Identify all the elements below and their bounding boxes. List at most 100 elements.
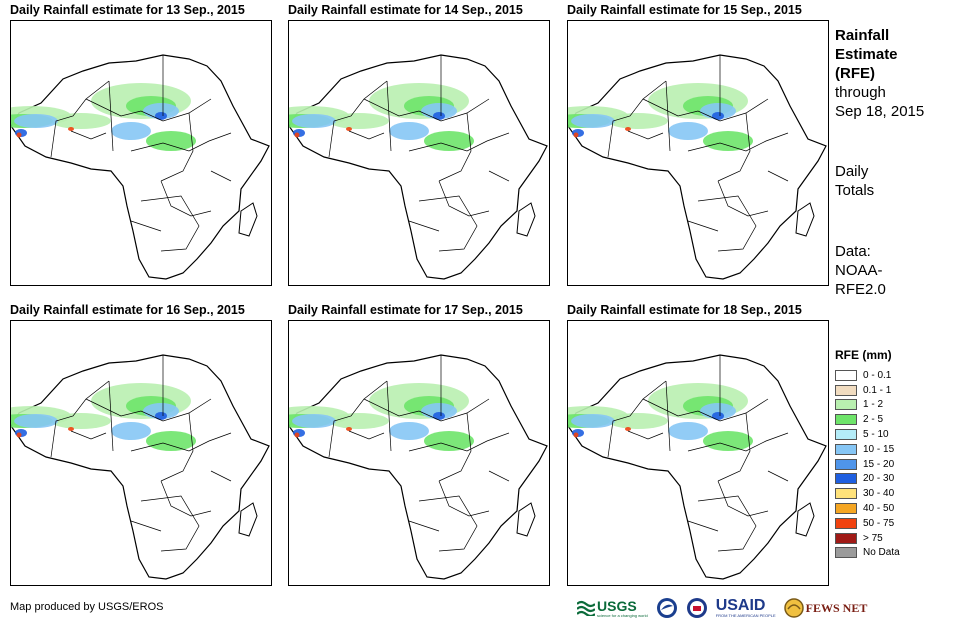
country-border <box>665 380 671 452</box>
legend-row: 30 - 40 <box>835 486 955 501</box>
rainfall-area <box>608 413 668 429</box>
legend-row: 15 - 20 <box>835 457 955 472</box>
legend-label: 10 - 15 <box>863 443 895 455</box>
legend-row: 0 - 0.1 <box>835 368 955 383</box>
rainfall-area <box>573 432 579 438</box>
country-border <box>363 98 490 122</box>
africa-outline <box>568 354 827 580</box>
map-panel: Daily Rainfall estimate for 15 Sep., 201… <box>567 2 829 288</box>
africa-outline <box>289 354 548 580</box>
country-border <box>717 112 751 182</box>
country-border <box>160 180 212 217</box>
country-border <box>717 412 751 482</box>
rainfall-area <box>292 114 336 128</box>
country-border <box>160 112 194 182</box>
country-border <box>130 220 162 232</box>
through-date: Sep 18, 2015 <box>835 103 925 120</box>
madagascar-outline <box>238 202 258 237</box>
legend-row: 0.1 - 1 <box>835 383 955 398</box>
africa-outline <box>568 54 827 280</box>
rainfall-area <box>668 422 708 440</box>
usaid-tagline: FROM THE AMERICAN PEOPLE <box>715 613 776 618</box>
country-border <box>438 112 472 182</box>
totals-line: Totals <box>835 182 875 199</box>
legend-swatch <box>835 503 857 515</box>
country-border <box>70 130 107 140</box>
map-panel: Daily Rainfall estimate for 14 Sep., 201… <box>288 2 550 288</box>
legend-label: > 75 <box>863 532 883 544</box>
product-title-line: (RFE) <box>835 65 875 82</box>
rainfall-map <box>288 320 550 586</box>
country-border <box>85 98 212 122</box>
country-border <box>140 495 200 552</box>
rainfall-area <box>346 427 352 431</box>
panel-title: Daily Rainfall estimate for 13 Sep., 201… <box>10 3 245 17</box>
rainfall-area <box>433 112 445 120</box>
map-panel: Daily Rainfall estimate for 18 Sep., 201… <box>567 302 829 588</box>
country-border <box>665 80 671 152</box>
legend-label: 50 - 75 <box>863 517 895 529</box>
legend-items: 0 - 0.1 0.1 - 1 1 - 2 2 - 5 5 - 10 10 - 15 15 … <box>835 368 955 560</box>
legend-row: 40 - 50 <box>835 501 955 516</box>
legend-title: RFE (mm) <box>835 348 892 362</box>
rainfall-area <box>16 432 22 438</box>
usgs-wave-icon <box>577 600 595 616</box>
africa-outline <box>11 54 270 280</box>
rainfall-area <box>155 412 167 420</box>
country-border <box>348 130 385 140</box>
rainfall-area <box>51 413 111 429</box>
fewsnet-emblem-icon <box>783 598 804 618</box>
rfe-legend: RFE (mm) 0 - 0.1 0.1 - 1 1 - 2 2 - 5 5 - 10 1… <box>835 348 955 560</box>
country-border <box>607 80 667 158</box>
rainfall-map <box>567 20 829 286</box>
rainfall-area <box>421 403 457 419</box>
country-border <box>767 170 789 182</box>
legend-label: 5 - 10 <box>863 429 889 441</box>
country-border <box>697 495 757 552</box>
map-credit: Map produced by USGS/EROS <box>10 601 164 613</box>
madagascar-outline <box>795 202 815 237</box>
country-border <box>50 80 110 158</box>
legend-label: 20 - 30 <box>863 473 895 485</box>
country-border <box>160 412 194 482</box>
usaid-seal <box>686 597 708 619</box>
country-border <box>642 398 769 422</box>
country-border <box>70 430 107 440</box>
usaid-wordmark: USAID <box>715 597 766 614</box>
usgs-wordmark: USGS <box>597 597 637 614</box>
country-border <box>386 80 392 152</box>
rainfall-area <box>329 113 389 129</box>
country-border <box>210 170 232 182</box>
map-panel: Daily Rainfall estimate for 13 Sep., 201… <box>10 2 272 288</box>
data-source: Data: NOAA- RFE2.0 <box>835 242 886 299</box>
country-border <box>210 470 232 482</box>
usgs-logo: USGS science for a changing world <box>577 599 648 618</box>
rainfall-area <box>143 103 179 119</box>
country-border <box>488 470 510 482</box>
country-border <box>130 432 232 452</box>
country-border <box>687 132 789 152</box>
rainfall-area <box>700 103 736 119</box>
map-panel: Daily Rainfall estimate for 17 Sep., 201… <box>288 302 550 588</box>
panel-title: Daily Rainfall estimate for 15 Sep., 201… <box>567 3 802 17</box>
rainfall-area <box>389 422 429 440</box>
rainfall-area <box>111 422 151 440</box>
country-border <box>408 132 510 152</box>
rainfall-area <box>294 432 300 438</box>
rainfall-area <box>14 114 58 128</box>
legend-label: 1 - 2 <box>863 399 884 411</box>
country-border <box>418 495 478 552</box>
usaid-seal-icon <box>686 598 707 618</box>
rainfall-area <box>424 431 474 451</box>
rainfall-area <box>421 103 457 119</box>
legend-swatch <box>835 429 857 441</box>
rainfall-area <box>703 431 753 451</box>
legend-swatch <box>835 532 857 544</box>
country-border <box>328 380 388 458</box>
rainfall-map <box>10 20 272 286</box>
rainfall-area <box>155 112 167 120</box>
legend-label: 30 - 40 <box>863 488 895 500</box>
country-border <box>130 132 232 152</box>
country-border <box>85 398 212 422</box>
country-border <box>130 520 162 532</box>
